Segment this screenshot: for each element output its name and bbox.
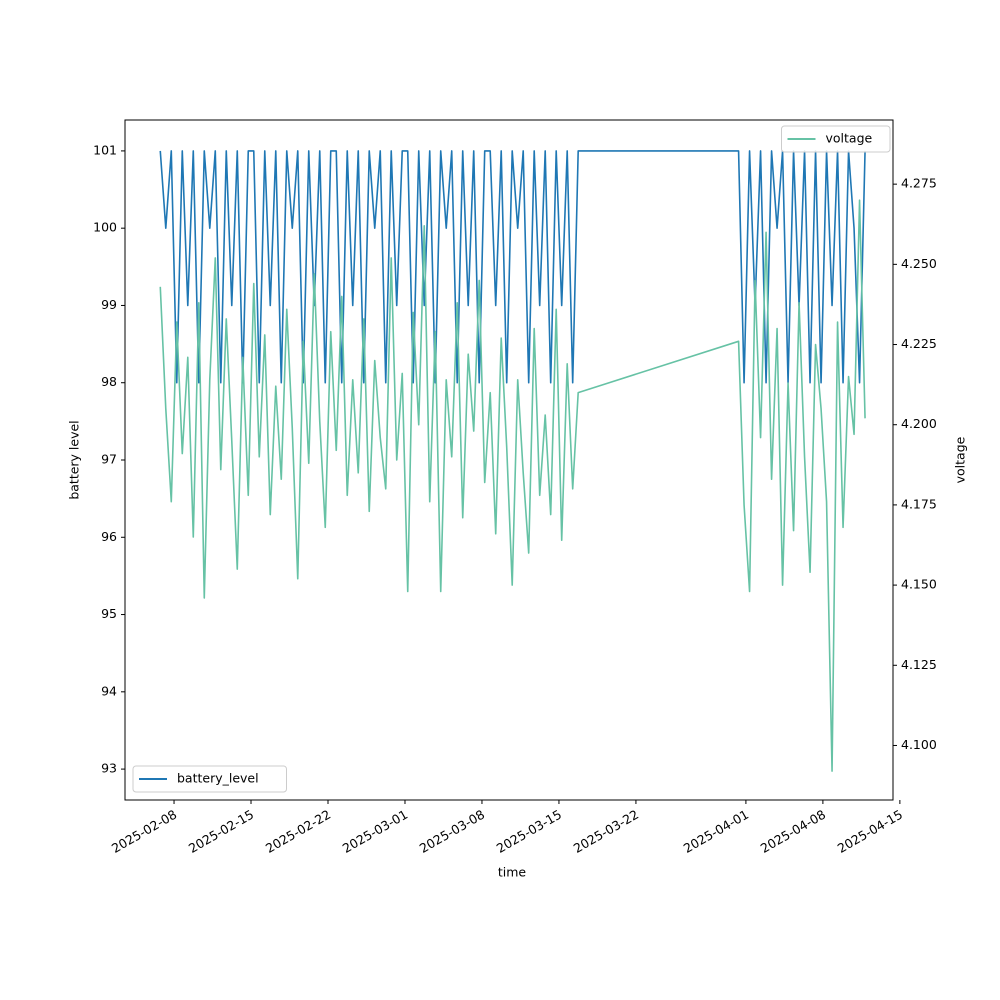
legend-label: voltage — [826, 131, 873, 146]
y2-tick-label: 4.175 — [901, 496, 937, 511]
y2-tick-label: 4.125 — [901, 657, 937, 672]
series-line — [159, 150, 866, 384]
y-tick-label: 96 — [101, 529, 117, 544]
y2-tick-label: 4.200 — [901, 416, 937, 431]
x-tick-label: 2025-03-22 — [571, 807, 641, 856]
x-tick-label: 2025-02-22 — [263, 807, 333, 856]
y-tick-label: 97 — [101, 452, 117, 467]
y-tick-label: 98 — [101, 374, 117, 389]
y-axis-label: battery level — [67, 420, 82, 499]
x-tick-label: 2025-04-08 — [758, 807, 828, 856]
x-tick-label: 2025-02-15 — [186, 807, 256, 856]
x-tick-label: 2025-03-08 — [417, 807, 487, 856]
x-tick-label: 2025-04-01 — [681, 807, 751, 856]
y-tick-label: 94 — [101, 683, 117, 698]
x-tick-label: 2025-02-08 — [109, 807, 179, 856]
y-tick-label: 95 — [101, 606, 117, 621]
x-tick-label: 2025-03-01 — [340, 807, 410, 856]
y-tick-label: 93 — [101, 761, 117, 776]
y-tick-label: 99 — [101, 297, 117, 312]
x-tick-label: 2025-04-15 — [835, 807, 905, 856]
x-axis-label: time — [498, 865, 527, 880]
y-tick-label: 101 — [93, 142, 117, 157]
x-tick-label: 2025-03-15 — [494, 807, 564, 856]
legend-label: battery_level — [177, 771, 259, 786]
y2-tick-label: 4.100 — [901, 737, 937, 752]
y2-tick-label: 4.225 — [901, 336, 937, 351]
legend-box — [781, 125, 891, 153]
y-tick-label: 100 — [93, 220, 117, 235]
y2-tick-label: 4.150 — [901, 577, 937, 592]
y2-tick-label: 4.275 — [901, 176, 937, 191]
y2-axis-label: voltage — [953, 436, 968, 483]
legend-box — [132, 765, 287, 793]
y2-tick-label: 4.250 — [901, 256, 937, 271]
series-line — [159, 199, 866, 772]
